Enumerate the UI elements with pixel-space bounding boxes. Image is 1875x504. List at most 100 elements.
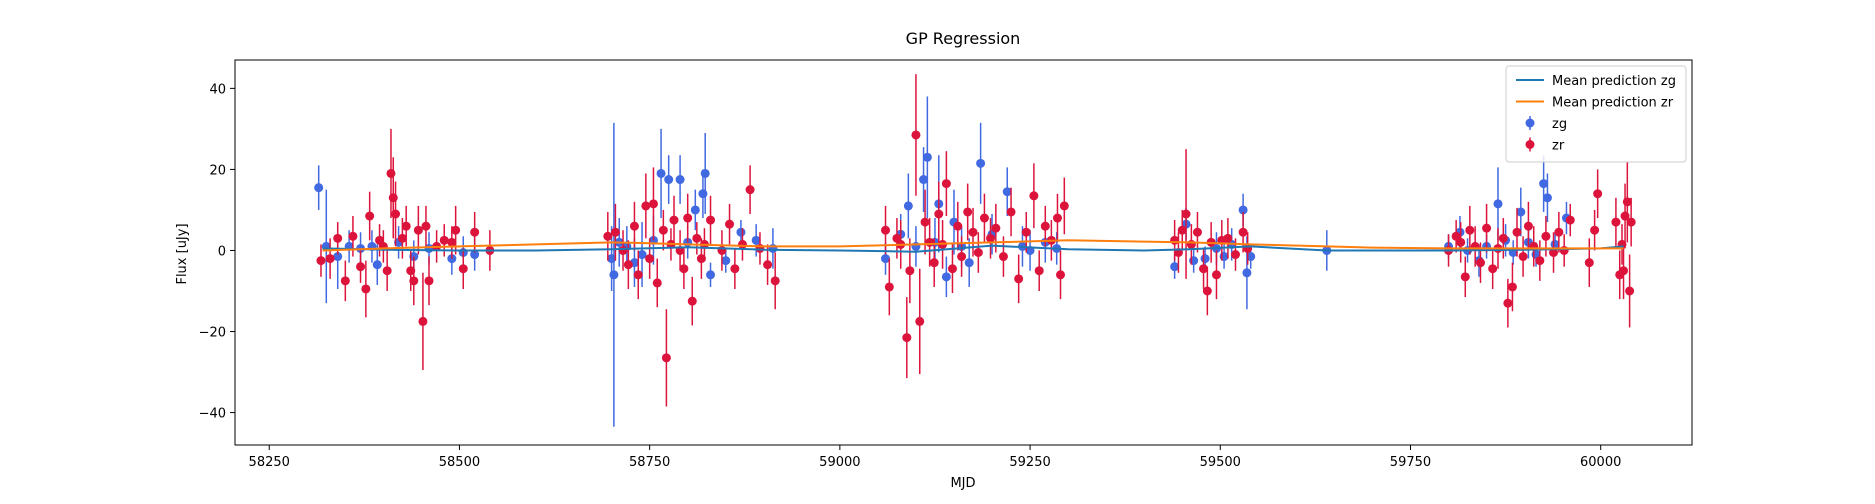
- point-zr-134: [1611, 217, 1621, 227]
- point-zg-28: [721, 256, 731, 266]
- point-zg-12: [470, 250, 480, 260]
- point-zr-48: [696, 254, 706, 264]
- point-zg-14: [609, 270, 619, 280]
- point-zg-0: [314, 183, 324, 193]
- point-zg-70: [1516, 207, 1526, 217]
- point-zr-99: [1199, 264, 1209, 274]
- point-zr-57: [763, 260, 773, 270]
- legend: Mean prediction zg Mean prediction zr zg zr: [1505, 65, 1687, 163]
- point-zr-16: [406, 266, 416, 276]
- point-zg-21: [664, 175, 674, 185]
- point-zg-60: [1246, 252, 1256, 262]
- point-zr-50: [706, 215, 716, 225]
- point-zr-106: [1238, 227, 1248, 237]
- point-zg-54: [1200, 254, 1210, 264]
- point-zr-98: [1192, 227, 1202, 237]
- point-zr-26: [458, 264, 468, 274]
- y-tick-label-0: 0: [218, 244, 226, 259]
- point-zr-18: [413, 225, 423, 235]
- point-zr-27: [470, 227, 480, 237]
- point-zr-114: [1475, 258, 1485, 268]
- point-zg-34: [903, 201, 913, 211]
- point-zr-92: [1059, 201, 1069, 211]
- point-zg-31: [768, 243, 778, 253]
- point-zg-35: [911, 241, 921, 251]
- point-zg-58: [1238, 205, 1248, 215]
- point-zr-104: [1223, 233, 1233, 243]
- point-zg-18: [637, 250, 647, 260]
- point-zr-87: [1034, 266, 1044, 276]
- point-zr-67: [920, 217, 930, 227]
- point-zr-127: [1549, 248, 1559, 257]
- x-tick-label-59500: 59500: [1200, 455, 1241, 470]
- point-zg-67: [1493, 199, 1503, 209]
- point-zr-128: [1554, 227, 1564, 237]
- point-zr-133: [1593, 189, 1603, 199]
- x-tick-label-60000: 60000: [1580, 455, 1621, 470]
- legend-label-zg: zg: [1552, 117, 1567, 132]
- x-axis-label: MJD: [950, 476, 975, 491]
- axes-frame: [234, 59, 1693, 446]
- point-zr-54: [737, 239, 747, 249]
- point-zr-76: [963, 207, 973, 217]
- x-tick-label-59000: 59000: [819, 455, 860, 470]
- point-zr-39: [658, 225, 668, 235]
- point-zr-5: [356, 262, 366, 272]
- point-zr-81: [991, 223, 1001, 233]
- point-zr-30: [610, 227, 620, 237]
- point-zr-120: [1507, 282, 1517, 292]
- point-zr-90: [1052, 213, 1062, 223]
- point-zr-132: [1590, 225, 1600, 235]
- point-zr-45: [683, 213, 693, 223]
- point-zr-11: [386, 168, 396, 178]
- point-zr-44: [679, 264, 689, 274]
- point-zr-69: [929, 258, 939, 268]
- point-zr-140: [1625, 286, 1635, 296]
- point-zr-88: [1040, 221, 1050, 231]
- point-zr-3: [340, 276, 350, 286]
- point-zg-51: [1170, 262, 1180, 272]
- point-zr-23: [439, 235, 449, 245]
- point-zg-32: [881, 254, 891, 264]
- point-zr-47: [692, 233, 702, 243]
- point-zr-66: [915, 316, 925, 326]
- point-zr-7: [365, 211, 375, 221]
- point-zr-118: [1498, 233, 1508, 243]
- point-zr-68: [925, 237, 935, 247]
- point-zr-86: [1029, 191, 1039, 201]
- point-zr-63: [902, 333, 912, 343]
- point-zr-130: [1565, 215, 1575, 225]
- point-zr-6: [361, 284, 371, 294]
- point-zg-44: [976, 158, 986, 168]
- point-zg-46: [1002, 187, 1012, 197]
- point-zr-58: [770, 276, 780, 286]
- point-zr-102: [1211, 270, 1221, 280]
- point-zr-15: [401, 221, 411, 231]
- point-zr-10: [382, 266, 392, 276]
- point-zg-2: [333, 252, 343, 262]
- point-zr-14: [397, 233, 407, 243]
- point-zr-32: [623, 260, 633, 270]
- point-zr-65: [911, 130, 921, 140]
- point-zr-119: [1503, 298, 1513, 308]
- series-zr: [316, 74, 1636, 407]
- line-mean-prediction-zr: [322, 239, 1624, 252]
- point-zr-25: [451, 225, 461, 235]
- legend-label-mean-prediction-zr: Mean prediction zr: [1552, 96, 1674, 111]
- legend-marker-zr: [1525, 140, 1535, 149]
- point-zr-24: [447, 237, 457, 247]
- plot-area: [314, 74, 1636, 427]
- y-tick-label-20: 20: [209, 163, 226, 178]
- point-zr-4: [348, 231, 358, 241]
- point-zr-80: [986, 233, 996, 243]
- point-zr-59: [881, 225, 891, 235]
- point-zr-34: [633, 270, 643, 280]
- x-tick-label-59750: 59750: [1390, 455, 1431, 470]
- point-zg-40: [941, 272, 951, 282]
- point-zr-126: [1541, 231, 1551, 241]
- point-zg-22: [675, 175, 685, 185]
- point-zg-37: [922, 152, 932, 162]
- point-zr-79: [979, 213, 989, 223]
- point-zg-24: [690, 205, 700, 215]
